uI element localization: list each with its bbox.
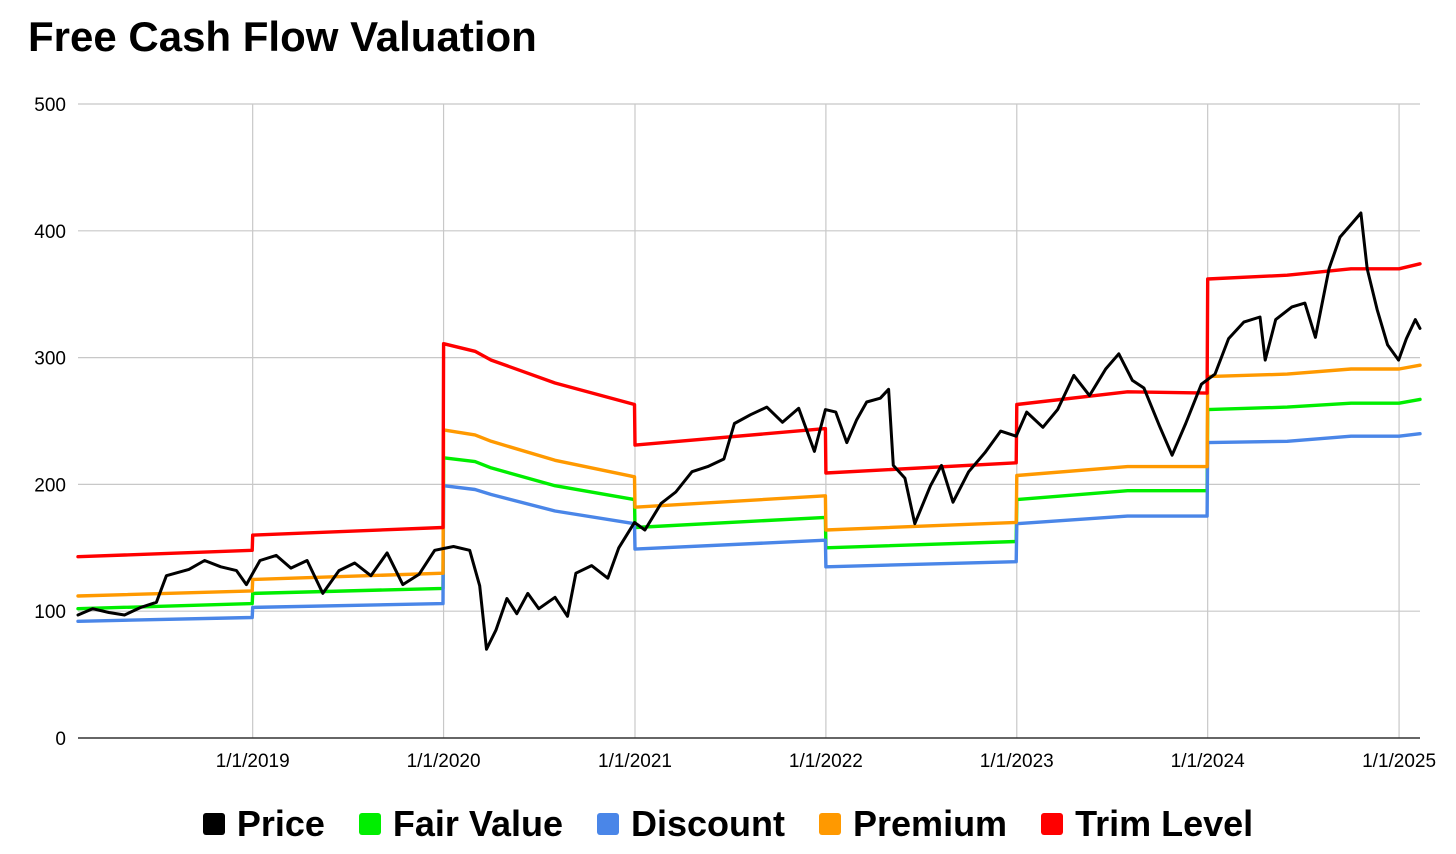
legend-item-premium: Premium bbox=[819, 803, 1007, 845]
legend-label: Premium bbox=[853, 803, 1008, 844]
y-tick-label: 0 bbox=[55, 729, 66, 750]
legend-item-fair-value: Fair Value bbox=[358, 803, 563, 845]
tick-labels: 0 100 200 300 400 500 1/1/2019 1/1/2020 1/1/2021… bbox=[34, 95, 1436, 772]
grid bbox=[78, 103, 1420, 738]
legend-swatch bbox=[358, 813, 381, 835]
x-tick-label: 1/1/2023 bbox=[980, 751, 1054, 772]
legend-swatch bbox=[819, 813, 842, 835]
legend-swatch bbox=[597, 813, 619, 835]
trim-level-line bbox=[76, 262, 1422, 559]
x-tick-label: 1/1/2020 bbox=[407, 751, 481, 772]
x-tick-label: 1/1/2022 bbox=[789, 751, 863, 772]
series-lines bbox=[76, 211, 1422, 651]
legend: Price Fair Value Discount Premium Trim Level bbox=[0, 796, 1456, 852]
legend-item-discount: Discount bbox=[597, 803, 785, 845]
x-tick-label: 1/1/2019 bbox=[216, 751, 290, 772]
price-line bbox=[76, 211, 1422, 651]
legend-label: Trim Level bbox=[1075, 803, 1254, 844]
y-tick-label: 300 bbox=[34, 349, 66, 370]
y-tick-label: 500 bbox=[34, 95, 66, 116]
legend-item-price: Price bbox=[202, 803, 325, 845]
premium-line bbox=[76, 363, 1422, 598]
legend-label: Discount bbox=[631, 803, 786, 844]
legend-swatch bbox=[1041, 813, 1064, 835]
y-tick-label: 200 bbox=[34, 475, 66, 496]
legend-label: Fair Value bbox=[392, 803, 563, 844]
legend-swatch bbox=[202, 813, 225, 835]
y-tick-label: 400 bbox=[34, 222, 66, 243]
x-tick-label: 1/1/2021 bbox=[598, 751, 672, 772]
legend-label: Price bbox=[236, 803, 325, 844]
x-tick-label: 1/1/2024 bbox=[1171, 751, 1245, 772]
legend-item-trim-level: Trim Level bbox=[1041, 803, 1253, 845]
y-tick-label: 100 bbox=[34, 602, 66, 623]
line-chart: 0 100 200 300 400 500 1/1/2019 1/1/2020 1/1/2021… bbox=[34, 95, 1436, 772]
x-tick-label: 1/1/2025 bbox=[1362, 751, 1436, 772]
chart-title: Free Cash Flow Valuation bbox=[28, 13, 537, 60]
